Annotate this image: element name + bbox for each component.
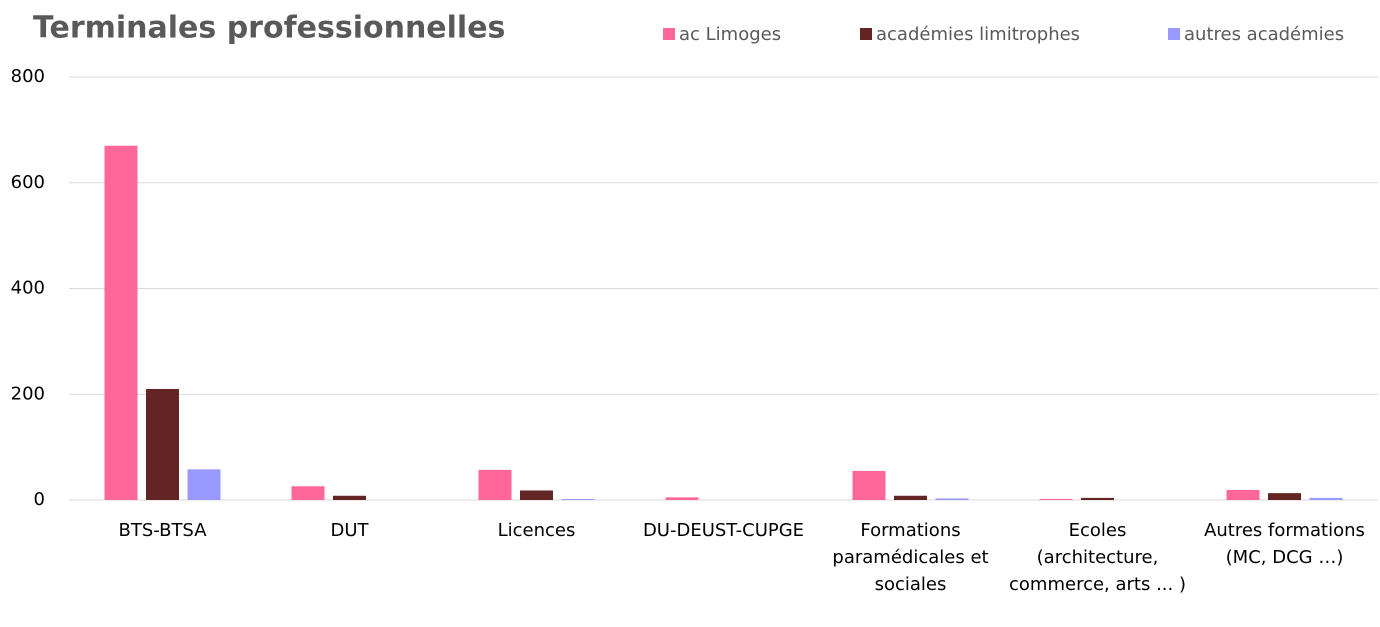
x-tick-label: Formations paramédicales et sociales (832, 520, 989, 595)
bar (333, 495, 366, 500)
bar (1081, 497, 1114, 500)
legend-swatch (860, 28, 872, 40)
bar (146, 388, 179, 500)
x-tick-label: DUT (330, 520, 369, 541)
legend-swatch (1168, 28, 1180, 40)
bar (291, 486, 325, 500)
x-tick-label: DU-DEUST-CUPGE (642, 520, 805, 541)
bar (894, 495, 927, 500)
bar (561, 498, 595, 500)
bar (187, 469, 221, 500)
y-tick-label: 200 (11, 383, 45, 404)
x-tick-label: Ecoles (architecture, commerce, arts ...… (1009, 520, 1186, 595)
x-tick-label: BTS-BTSA (118, 520, 207, 541)
y-tick-label: 600 (11, 172, 45, 193)
y-tick-label: 800 (11, 66, 45, 87)
bar (478, 469, 512, 500)
bar (520, 490, 553, 500)
y-tick-label: 400 (11, 278, 45, 299)
x-tick-label: Autres formations (MC, DCG …) (1204, 520, 1365, 568)
bar (852, 470, 886, 500)
legend-label: autres académies (1184, 24, 1344, 45)
bar (104, 145, 138, 501)
bar (1309, 497, 1343, 500)
bar (1039, 498, 1073, 500)
chart-title: Terminales professionnelles (33, 11, 505, 46)
bar (1268, 493, 1301, 500)
bar (935, 498, 969, 500)
bar (1226, 489, 1260, 500)
x-tick-label: Licences (497, 520, 576, 541)
bar (665, 497, 699, 500)
legend-swatch (663, 28, 675, 40)
legend-label: ac Limoges (679, 24, 781, 45)
y-tick-label: 0 (34, 489, 45, 510)
legend-label: académies limitrophes (876, 24, 1080, 45)
